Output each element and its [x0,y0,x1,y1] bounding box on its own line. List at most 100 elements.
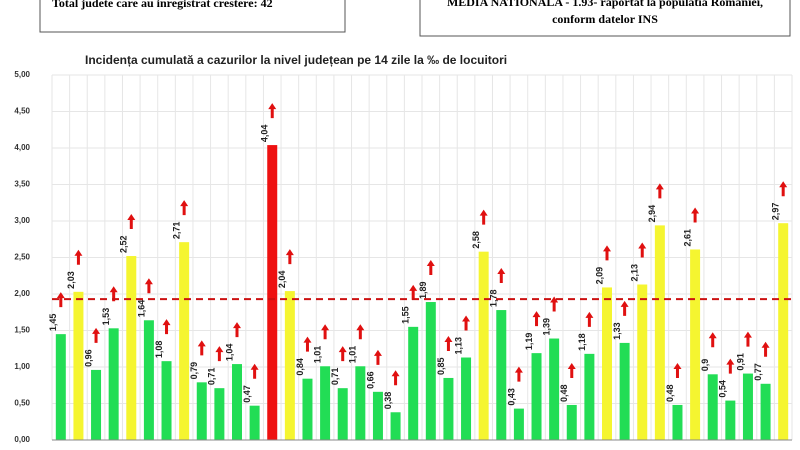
value-label: 2,13 [630,264,640,282]
y-tick-label: 1,50 [14,326,30,335]
value-label: 0,71 [207,368,217,386]
value-label: 2,97 [771,203,781,221]
bar [232,364,242,440]
y-tick-label: 1,00 [14,362,30,371]
bar [425,302,436,440]
value-label: 1,55 [401,306,411,324]
bar [214,388,225,440]
value-label: 2,58 [471,231,481,249]
trend-arrow [479,209,488,225]
bar [337,388,348,440]
value-label: 1,08 [154,341,164,359]
value-label: 0,38 [383,392,393,410]
y-tick-label: 3,00 [14,216,30,225]
bar [443,377,454,440]
bar [478,251,489,440]
trend-arrow [268,103,277,119]
bar [126,256,137,440]
trend-arrow [197,340,206,356]
value-label: 1,53 [101,308,111,326]
trend-arrow [127,214,136,230]
bar [531,353,542,440]
value-label: 0,66 [365,371,375,389]
value-label: 1,78 [489,290,499,308]
trend-arrow [180,200,189,216]
trend-arrow [56,292,65,308]
trend-arrow [567,362,576,378]
trend-arrow [726,358,735,374]
trend-arrow [779,181,788,197]
trend-arrow [514,366,523,382]
trend-arrow [250,363,259,379]
value-label: 0,47 [242,385,252,403]
bar [637,284,648,440]
y-tick-label: 4,50 [14,107,30,116]
trend-arrow [74,249,83,265]
bar [320,366,331,440]
value-label: 1,33 [612,322,622,340]
bar [619,342,630,440]
y-tick-label: 3,50 [14,180,30,189]
value-label: 1,64 [136,300,146,318]
bar [672,404,683,440]
trend-arrow [761,341,770,357]
bar [654,225,665,440]
trend-arrow [92,327,101,343]
value-label: 1,45 [48,314,58,332]
trend-arrow [162,319,171,335]
bar [73,291,84,440]
value-label: 2,03 [66,271,76,289]
value-label: 0,48 [665,384,675,402]
bar [284,291,295,440]
bar [302,378,313,440]
trend-arrow [215,346,224,362]
bar [55,334,66,440]
value-label: 4,04 [260,125,270,143]
trend-arrow [550,296,559,312]
trend-arrow [303,336,312,352]
value-label: 0,84 [295,358,305,376]
value-label: 0,48 [559,384,569,402]
value-label: 1,19 [524,333,534,351]
bar [249,405,260,440]
trend-arrow [497,268,506,284]
trend-arrow [532,311,541,327]
bar [267,145,278,440]
value-label: 0,91 [735,353,745,371]
bar [778,223,789,440]
value-label: 0,96 [83,349,93,367]
bar [108,328,119,440]
value-label: 2,94 [647,205,657,223]
trend-arrow [638,242,647,258]
bar [496,310,507,440]
value-label: 1,13 [453,337,463,355]
bar [513,408,524,440]
trend-arrow [109,286,118,302]
bar [179,242,190,440]
y-tick-label: 0,50 [14,399,30,408]
info-text: conform datelor INS [552,12,658,26]
value-label: 1,01 [312,346,322,364]
bar [760,383,771,440]
trend-arrow [321,324,330,340]
trend-arrow [691,207,700,223]
trend-arrow [233,322,241,338]
bar [690,249,701,440]
value-label: 2,61 [682,229,692,247]
trend-arrow [285,249,294,265]
chart-title: Incidența cumulată a cazurilor la nivel … [85,53,507,67]
trend-arrow [462,315,471,331]
trend-arrow [338,346,347,362]
bar [602,287,612,440]
bar [725,400,736,440]
bar [143,320,154,440]
bar [161,361,172,440]
y-tick-label: 0,00 [14,435,30,444]
trend-arrow [673,362,682,378]
value-label: 0,9 [700,359,710,372]
trend-arrow [409,284,418,300]
value-label: 1,01 [348,346,358,364]
info-text: MEDIA NATIONALA - 1.93- raportat la popu… [447,0,763,9]
value-label: 0,77 [753,363,763,381]
value-label: 1,18 [577,333,587,351]
